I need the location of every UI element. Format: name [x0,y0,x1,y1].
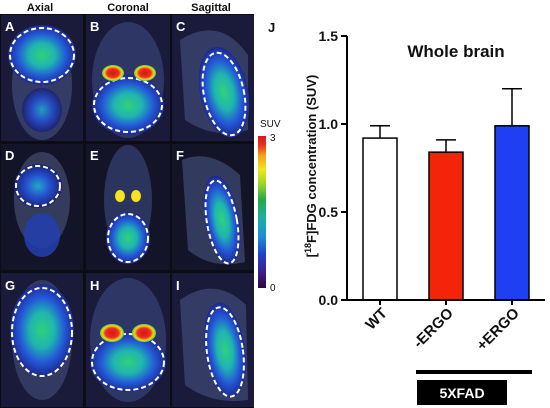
panel-letter-e: E [90,148,99,163]
y-tick-label: 0.5 [319,204,339,220]
colorbar-label: SUV [260,119,281,130]
chart-y-label: [18F]FDG concentration (SUV) [303,75,319,258]
y-label-bracket: [ [304,252,319,257]
panel-letter-b: B [90,19,99,34]
bars [362,88,530,301]
panel-letter-g: G [5,278,15,293]
colorbar-max-label: 3 [270,133,276,144]
panel-a: A [1,15,83,141]
panel-c: C [172,15,254,141]
x-category-label: +ERGO [473,305,523,355]
y-label-superscript: 18 [303,243,313,253]
panel-e: E [86,144,170,270]
panel-h: H [86,273,170,407]
panel-letter-i: I [176,278,180,293]
x-category-label: -ERGO [410,305,457,352]
bar-ergo [494,125,530,301]
bar-ergo [428,151,464,301]
group-label-background [417,380,507,405]
panel-letter-c: C [176,19,186,34]
y-tick-label: 1.0 [319,116,339,132]
panel-letter-h: H [90,278,99,293]
chart-panel-label: J [268,20,275,35]
bar-wt [362,137,398,301]
x-category-label: WT [362,305,391,334]
panel-letter-f: F [176,148,184,163]
y-tick-label: 0.0 [319,292,339,308]
colorbar [258,136,266,288]
group-label: 5XFAD [439,385,484,401]
panel-i: I [172,273,254,407]
column-header-axial: Axial [27,2,53,14]
x-axis: WT -ERGO +ERGO [347,299,545,374]
chart-title: Whole brain [407,42,504,61]
panel-letter-d: D [5,148,14,163]
y-axis: 0.0 0.5 1.0 1.5 [319,28,348,308]
column-header-coronal: Coronal [107,2,149,14]
colorbar-min-label: 0 [270,283,276,294]
panel-b: B [86,15,170,141]
panel-f: F [172,144,254,270]
panel-letter-a: A [5,19,15,34]
y-tick-label: 1.5 [319,28,339,44]
panel-g: G [1,273,83,407]
column-header-sagittal: Sagittal [191,2,231,14]
y-label-rest: F]FDG concentration (SUV) [304,75,319,243]
panel-d: D [1,144,83,270]
